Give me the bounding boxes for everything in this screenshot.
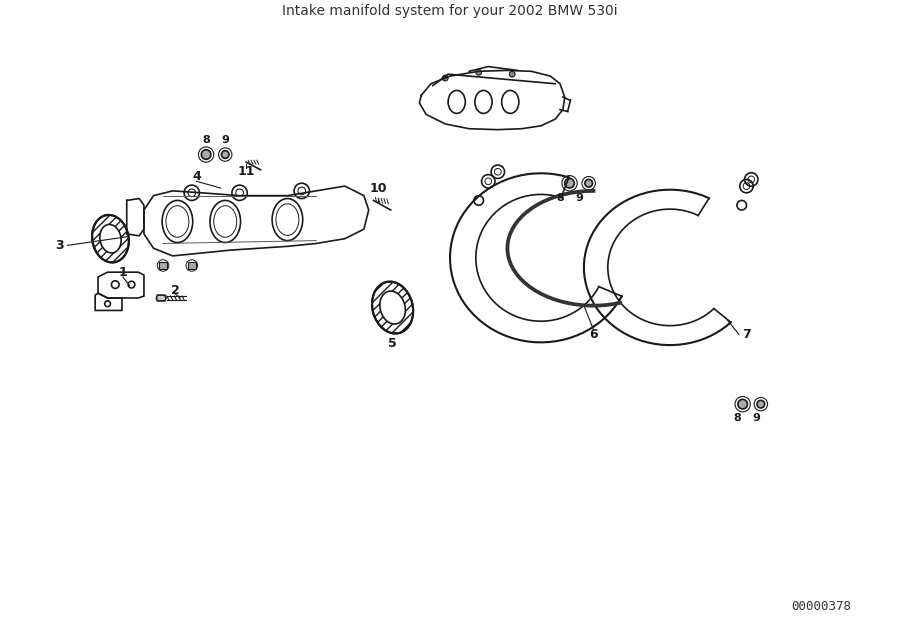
Text: 8: 8: [556, 192, 564, 203]
Text: 2: 2: [171, 284, 180, 297]
Text: 3: 3: [56, 239, 64, 252]
Circle shape: [757, 400, 765, 408]
Circle shape: [476, 69, 482, 75]
Title: Intake manifold system for your 2002 BMW 530i: Intake manifold system for your 2002 BMW…: [283, 4, 617, 18]
Text: 9: 9: [221, 135, 230, 145]
Circle shape: [585, 180, 592, 187]
Text: 9: 9: [575, 192, 583, 203]
Circle shape: [565, 178, 574, 188]
Ellipse shape: [100, 224, 122, 253]
Circle shape: [738, 399, 747, 409]
Text: 7: 7: [742, 328, 751, 341]
Ellipse shape: [380, 291, 405, 324]
Text: 5: 5: [388, 337, 397, 351]
Circle shape: [442, 75, 448, 81]
FancyBboxPatch shape: [188, 262, 195, 269]
Text: 4: 4: [193, 170, 201, 183]
Text: 1: 1: [119, 265, 127, 279]
Circle shape: [221, 150, 230, 158]
Text: 10: 10: [370, 182, 387, 196]
FancyBboxPatch shape: [159, 262, 166, 269]
Text: 8: 8: [202, 135, 210, 145]
Text: 00000378: 00000378: [791, 601, 851, 613]
Circle shape: [202, 150, 211, 159]
Text: 6: 6: [590, 328, 598, 341]
Text: 8: 8: [734, 413, 741, 422]
Polygon shape: [157, 295, 166, 301]
Text: 9: 9: [752, 413, 760, 422]
Circle shape: [509, 71, 515, 77]
Text: 11: 11: [238, 165, 255, 178]
